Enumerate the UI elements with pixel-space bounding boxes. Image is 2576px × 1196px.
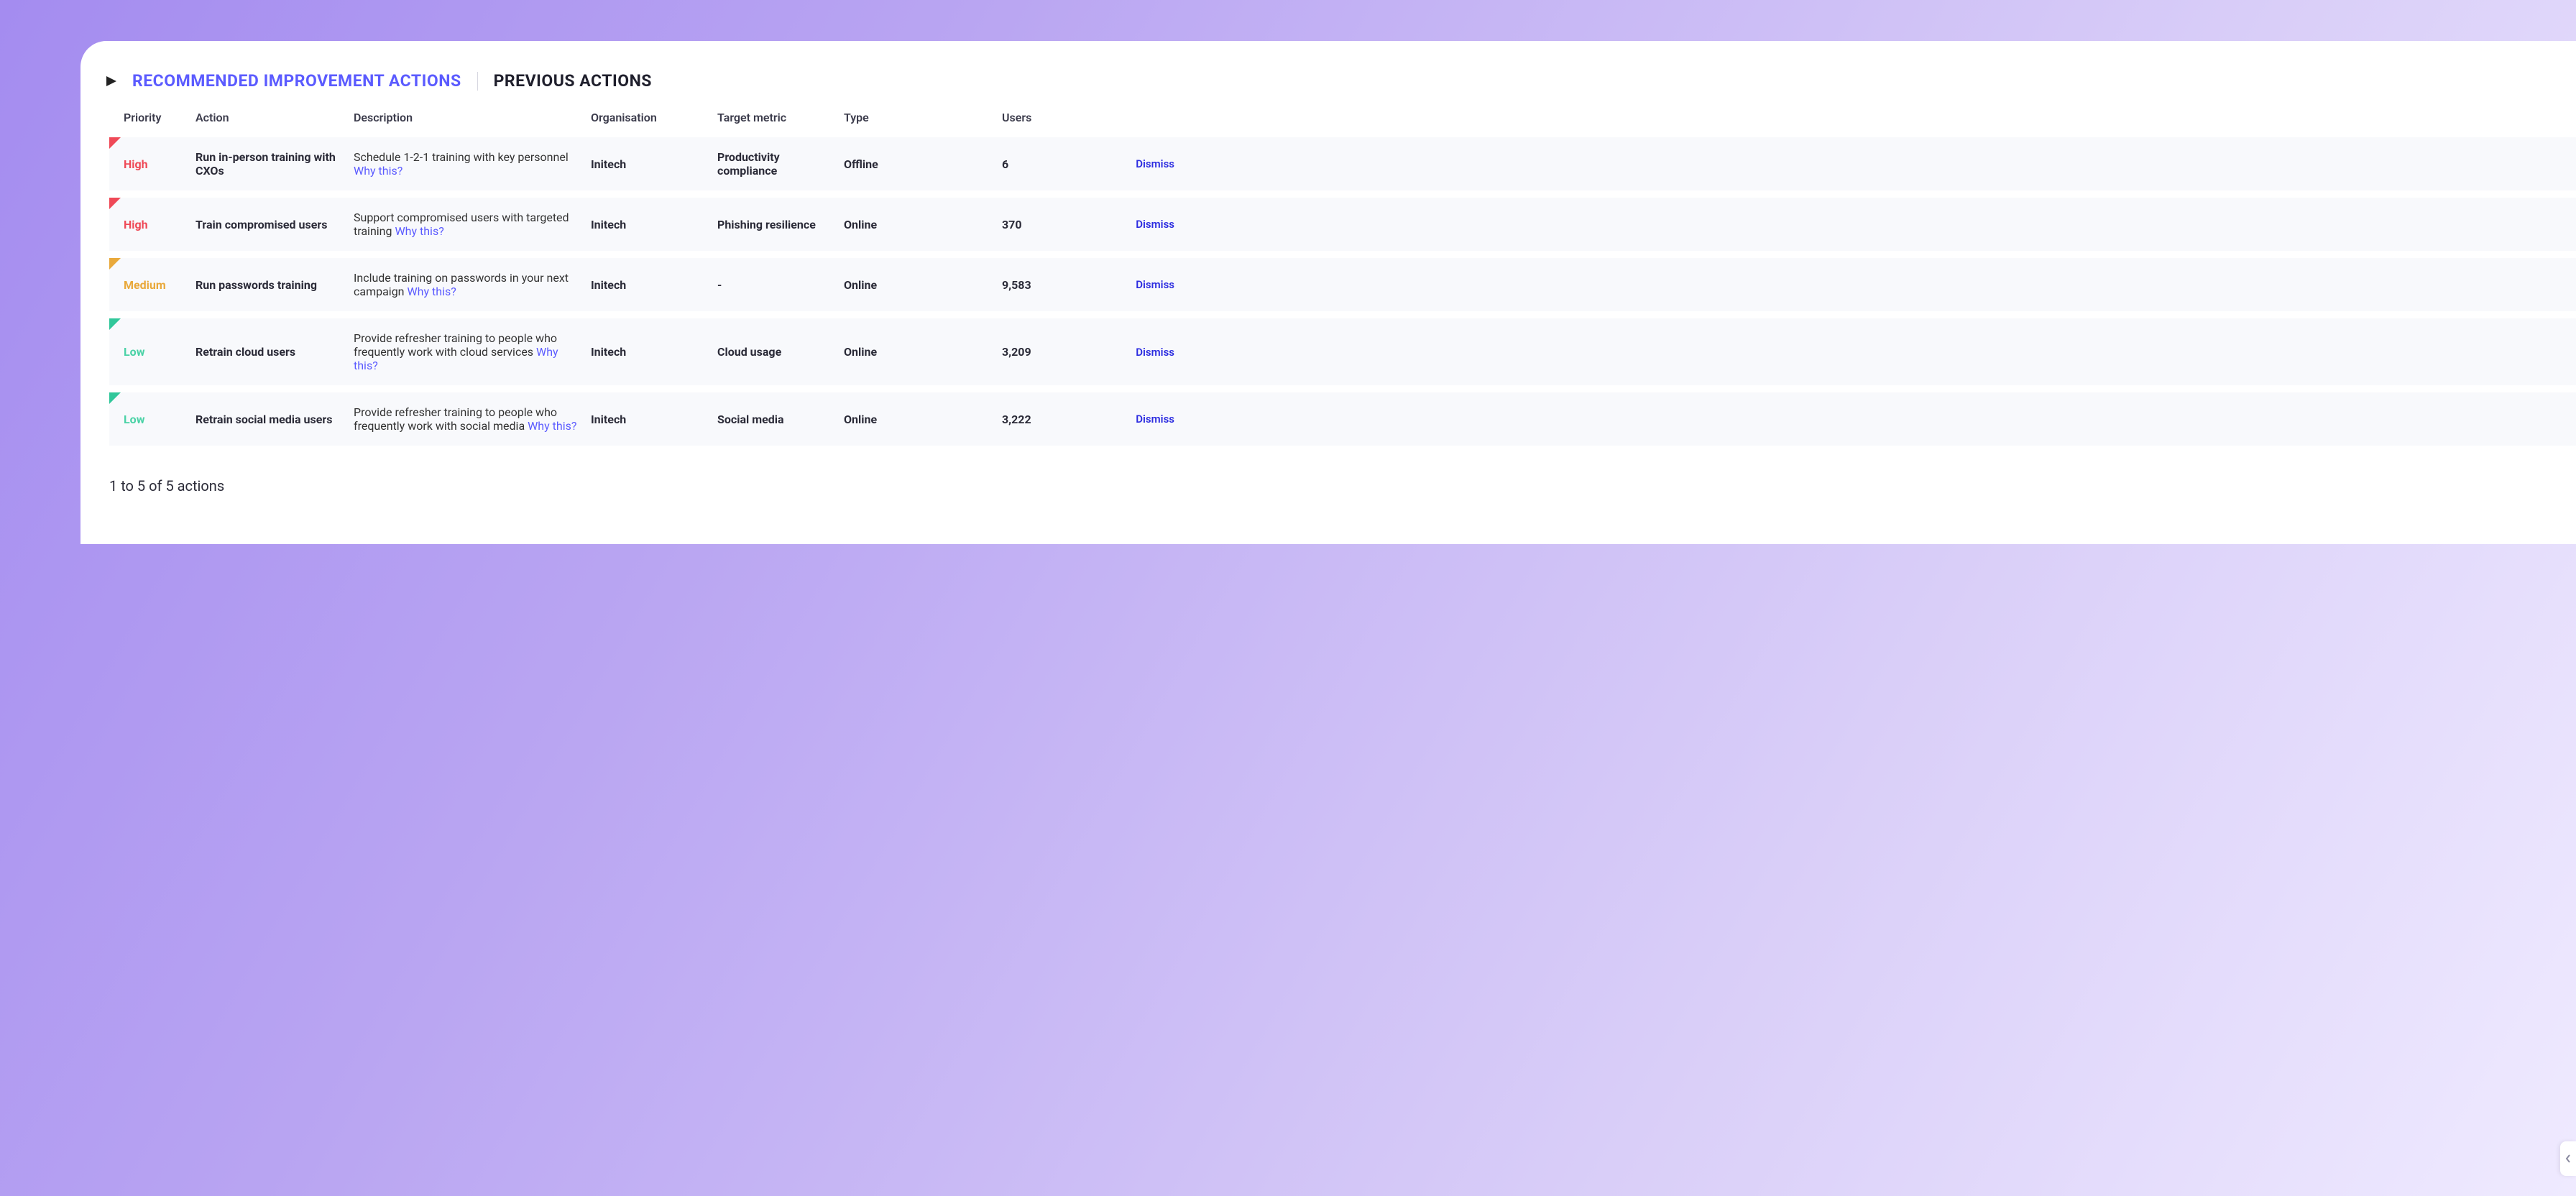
table-row-grid: HighTrain compromised usersSupport compr… bbox=[124, 211, 2576, 238]
description-cell: Provide refresher training to people who… bbox=[354, 405, 591, 433]
col-type: Type bbox=[844, 111, 1002, 124]
table-row[interactable]: HighTrain compromised usersSupport compr… bbox=[109, 198, 2576, 251]
target-metric-cell: Phishing resilience bbox=[717, 218, 844, 231]
table-row-grid: MediumRun passwords trainingInclude trai… bbox=[124, 271, 2576, 298]
target-metric-cell: Productivity compliance bbox=[717, 150, 844, 178]
table-row-grid: HighRun in-person training with CXOsSche… bbox=[124, 150, 2576, 178]
tab-divider bbox=[477, 72, 478, 91]
action-cell: Run in-person training with CXOs bbox=[196, 150, 354, 178]
dismiss-button[interactable]: Dismiss bbox=[1103, 413, 1174, 426]
priority-flag-icon bbox=[109, 198, 121, 209]
type-cell: Offline bbox=[844, 157, 1002, 171]
dismiss-button[interactable]: Dismiss bbox=[1103, 218, 1174, 231]
dismiss-button[interactable]: Dismiss bbox=[1103, 346, 1174, 359]
target-metric-cell: Cloud usage bbox=[717, 345, 844, 359]
priority-cell: Medium bbox=[124, 278, 196, 292]
users-cell: 370 bbox=[1002, 218, 1103, 231]
description-cell: Provide refresher training to people who… bbox=[354, 331, 591, 372]
why-this-link[interactable]: Why this? bbox=[407, 285, 456, 298]
action-cell: Train compromised users bbox=[196, 218, 354, 231]
organisation-cell: Initech bbox=[591, 413, 717, 426]
description-text: Include training on passwords in your ne… bbox=[354, 271, 569, 298]
priority-cell: High bbox=[124, 157, 196, 171]
users-cell: 3,222 bbox=[1002, 413, 1103, 426]
action-cell: Retrain cloud users bbox=[196, 345, 354, 359]
col-description: Description bbox=[354, 111, 591, 124]
pagination-summary: 1 to 5 of 5 actions bbox=[80, 446, 2576, 494]
priority-cell: High bbox=[124, 218, 196, 231]
type-cell: Online bbox=[844, 413, 1002, 426]
organisation-cell: Initech bbox=[591, 157, 717, 171]
col-target: Target metric bbox=[717, 111, 844, 124]
organisation-cell: Initech bbox=[591, 218, 717, 231]
target-metric-cell: Social media bbox=[717, 413, 844, 426]
organisation-cell: Initech bbox=[591, 278, 717, 292]
tab-recommended-actions[interactable]: RECOMMENDED IMPROVEMENT ACTIONS bbox=[132, 71, 461, 91]
table-header: Priority Action Description Organisation… bbox=[80, 111, 2576, 137]
description-text: Support compromised users with targeted … bbox=[354, 211, 569, 238]
users-cell: 3,209 bbox=[1002, 345, 1103, 359]
description-cell: Include training on passwords in your ne… bbox=[354, 271, 591, 298]
col-users: Users bbox=[1002, 111, 1103, 124]
action-cell: Run passwords training bbox=[196, 278, 354, 292]
type-cell: Online bbox=[844, 218, 1002, 231]
table-row-grid: LowRetrain cloud usersProvide refresher … bbox=[124, 331, 2576, 372]
col-action: Action bbox=[196, 111, 354, 124]
why-this-link[interactable]: Why this? bbox=[395, 224, 443, 238]
type-cell: Online bbox=[844, 278, 1002, 292]
table-row[interactable]: MediumRun passwords trainingInclude trai… bbox=[109, 258, 2576, 311]
priority-cell: Low bbox=[124, 413, 196, 426]
side-drawer-handle[interactable] bbox=[2560, 1141, 2576, 1176]
tab-previous-actions[interactable]: PREVIOUS ACTIONS bbox=[494, 71, 652, 91]
priority-flag-icon bbox=[109, 258, 121, 270]
description-cell: Support compromised users with targeted … bbox=[354, 211, 591, 238]
col-organisation: Organisation bbox=[591, 111, 717, 124]
priority-flag-icon bbox=[109, 137, 121, 149]
dismiss-button[interactable]: Dismiss bbox=[1103, 278, 1174, 291]
collapse-icon[interactable] bbox=[106, 76, 116, 86]
description-text: Schedule 1-2-1 training with key personn… bbox=[354, 150, 569, 164]
table-body: HighRun in-person training with CXOsSche… bbox=[80, 137, 2576, 446]
target-metric-cell: - bbox=[717, 278, 844, 292]
users-cell: 9,583 bbox=[1002, 278, 1103, 292]
table-row[interactable]: HighRun in-person training with CXOsSche… bbox=[109, 137, 2576, 190]
dismiss-button[interactable]: Dismiss bbox=[1103, 157, 1174, 170]
table-row-grid: LowRetrain social media usersProvide ref… bbox=[124, 405, 2576, 433]
description-text: Provide refresher training to people who… bbox=[354, 405, 557, 433]
actions-card: RECOMMENDED IMPROVEMENT ACTIONS PREVIOUS… bbox=[80, 41, 2576, 544]
priority-flag-icon bbox=[109, 318, 121, 330]
why-this-link[interactable]: Why this? bbox=[528, 419, 576, 433]
organisation-cell: Initech bbox=[591, 345, 717, 359]
priority-flag-icon bbox=[109, 392, 121, 404]
table-row[interactable]: LowRetrain cloud usersProvide refresher … bbox=[109, 318, 2576, 385]
col-priority: Priority bbox=[124, 111, 196, 124]
users-cell: 6 bbox=[1002, 157, 1103, 171]
table-row[interactable]: LowRetrain social media usersProvide ref… bbox=[109, 392, 2576, 446]
type-cell: Online bbox=[844, 345, 1002, 359]
priority-cell: Low bbox=[124, 345, 196, 359]
action-cell: Retrain social media users bbox=[196, 413, 354, 426]
why-this-link[interactable]: Why this? bbox=[354, 164, 402, 178]
description-text: Provide refresher training to people who… bbox=[354, 331, 557, 359]
description-cell: Schedule 1-2-1 training with key personn… bbox=[354, 150, 591, 178]
tab-bar: RECOMMENDED IMPROVEMENT ACTIONS PREVIOUS… bbox=[80, 71, 2576, 111]
